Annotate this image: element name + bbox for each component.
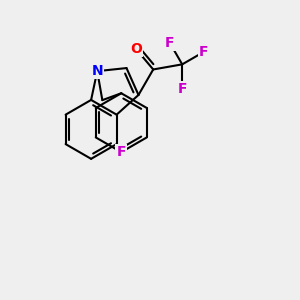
Text: F: F — [178, 82, 187, 96]
Text: F: F — [199, 45, 208, 59]
Text: O: O — [130, 42, 142, 56]
Text: F: F — [165, 36, 174, 50]
Text: F: F — [116, 145, 126, 159]
Text: N: N — [92, 64, 103, 78]
